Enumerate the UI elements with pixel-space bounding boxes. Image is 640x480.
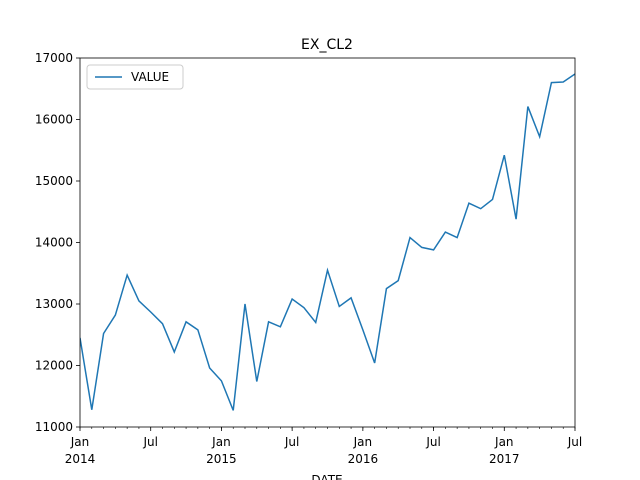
x-tick-label: Jul xyxy=(425,435,440,449)
legend-box xyxy=(86,64,184,90)
x-tick-label: Jan 2017 xyxy=(489,435,520,466)
x-tick-label: Jan 2016 xyxy=(348,435,379,466)
y-tick-label: 17000 xyxy=(35,51,73,65)
x-tick-label: Jan 2014 xyxy=(65,435,96,466)
y-tick-label: 16000 xyxy=(35,113,73,127)
x-tick-label: Jul xyxy=(567,435,582,449)
y-tick-label: 15000 xyxy=(35,174,73,188)
x-tick-label: Jan 2015 xyxy=(206,435,237,466)
y-tick-label: 11000 xyxy=(35,420,73,434)
chart-title: EX_CL2 xyxy=(301,37,353,53)
x-tick-label: Jul xyxy=(142,435,157,449)
line-series xyxy=(80,73,575,411)
y-tick-label: 13000 xyxy=(35,297,73,311)
axes-frame xyxy=(79,57,576,428)
x-tick-label: Jul xyxy=(284,435,299,449)
x-axis-label: DATE xyxy=(311,473,342,480)
y-tick-label: 12000 xyxy=(35,359,73,373)
y-tick-label: 14000 xyxy=(35,236,73,250)
legend-label: VALUE xyxy=(131,70,169,84)
